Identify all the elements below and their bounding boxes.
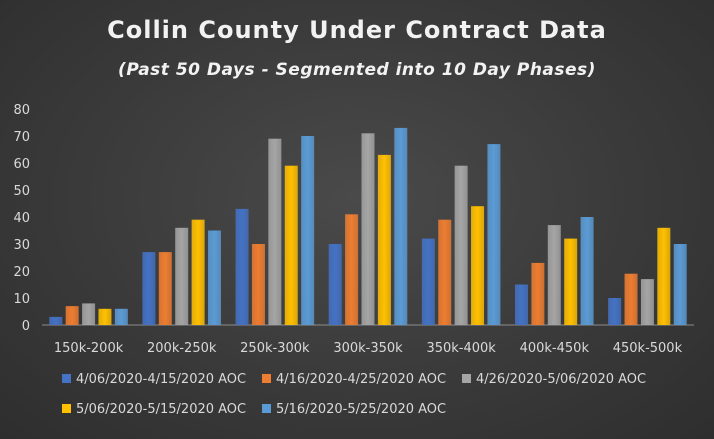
legend-label: 4/06/2020-4/15/2020 AOC [76,372,246,387]
y-tick-label: 70 [13,130,30,145]
bar [175,227,189,325]
bar [98,308,112,325]
bar [438,219,452,325]
bar [268,138,282,325]
bar [421,238,435,325]
bar [328,244,342,325]
bar [487,144,501,325]
x-tick-label: 450k-500k [613,341,683,356]
bar [580,217,594,325]
x-tick-label: 250k-300k [240,341,310,356]
y-tick-label: 20 [13,265,30,280]
bar [454,165,468,325]
bar [251,244,265,325]
bar [624,273,638,325]
bar [82,303,96,325]
y-tick-label: 60 [13,157,30,172]
x-tick-label: 400k-450k [520,341,590,356]
bar [142,252,156,325]
y-tick-label: 40 [13,211,30,226]
legend-label: 4/26/2020-5/06/2020 AOC [476,372,646,387]
legend-label: 5/06/2020-5/15/2020 AOC [76,402,246,417]
bar [65,306,79,325]
bar [673,244,687,325]
bar [208,230,222,325]
legend-swatch [262,404,271,413]
legend-swatch [62,374,71,383]
bar [361,133,375,325]
y-tick-label: 30 [13,238,30,253]
bar [608,298,622,325]
bar [640,279,654,325]
bar [394,127,408,326]
x-tick-label: 300k-350k [333,341,403,356]
bar [284,165,298,325]
bar [301,136,315,325]
bar [158,252,172,325]
bar [531,262,545,325]
legend-label: 4/16/2020-4/25/2020 AOC [276,372,446,387]
bar [191,219,205,325]
legend-swatch [262,374,271,383]
chart-title: Collin County Under Contract Data [107,16,607,44]
chart-subtitle: (Past 50 Days - Segmented into 10 Day Ph… [118,60,596,80]
bar [235,208,249,325]
legend-swatch [62,404,71,413]
bar [377,154,391,325]
y-tick-label: 10 [13,292,30,307]
x-tick-label: 200k-250k [147,341,217,356]
bar [564,238,578,325]
y-tick-label: 0 [22,319,30,334]
legend-label: 5/16/2020-5/25/2020 AOC [276,402,446,417]
legend-swatch [462,374,471,383]
y-tick-label: 80 [13,103,30,118]
bar [345,214,359,325]
bar [114,308,128,325]
bar [514,284,528,325]
x-tick-label: 350k-400k [426,341,496,356]
bar [471,206,485,325]
y-tick-label: 50 [13,184,30,199]
x-tick-label: 150k-200k [54,341,124,356]
bar [547,225,561,325]
bar [657,227,671,325]
bar [49,316,63,325]
